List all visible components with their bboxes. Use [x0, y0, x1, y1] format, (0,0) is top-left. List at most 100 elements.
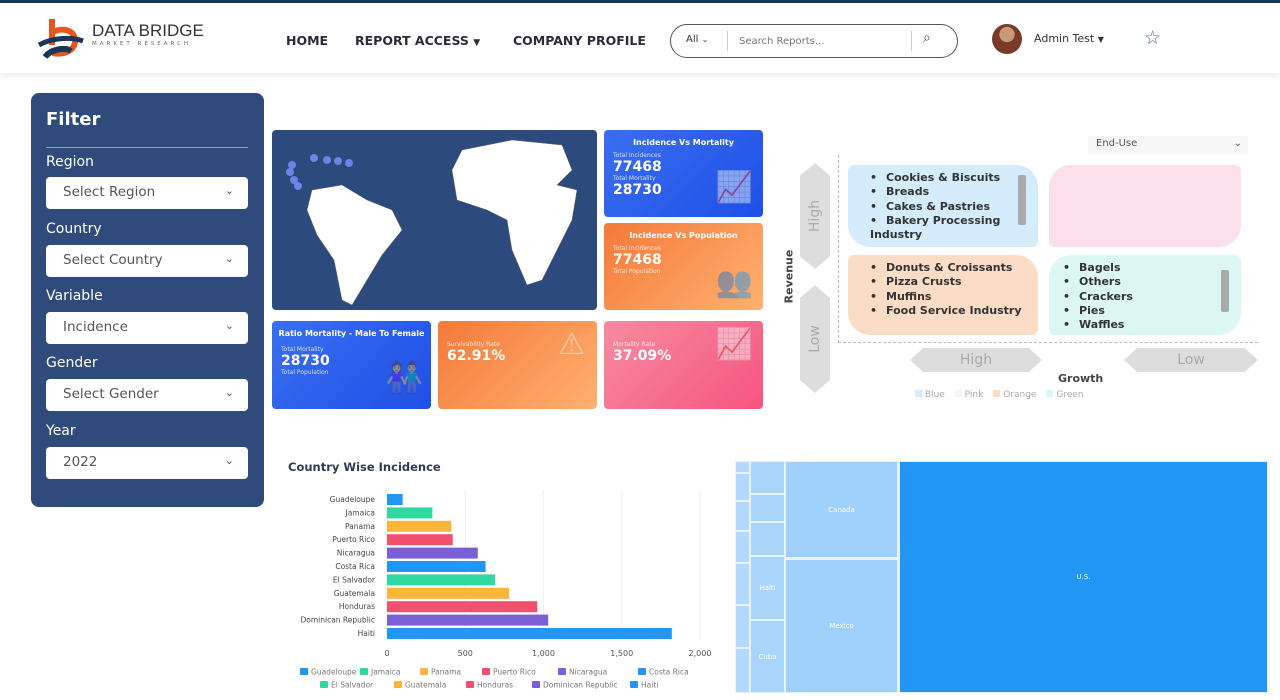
top-border	[0, 0, 1280, 3]
legend-swatch	[638, 668, 646, 675]
bar-haiti[interactable]	[387, 628, 672, 639]
growth-axis-label: Growth	[1058, 372, 1104, 385]
ratio-mortality-card[interactable]: Ratio Mortality - Male To Female Total M…	[272, 321, 431, 409]
variable-select[interactable]: Incidence ⌄	[46, 312, 248, 344]
search-icon[interactable]: ⌕	[923, 30, 931, 46]
legend-label[interactable]: Honduras	[477, 681, 513, 690]
treemap-tile[interactable]	[735, 605, 750, 648]
y-axis	[838, 155, 839, 343]
incidence-vs-population-card[interactable]: Incidence Vs Population Total Incidences…	[604, 223, 763, 310]
treemap-tile[interactable]	[735, 648, 750, 693]
world-map[interactable]	[272, 130, 597, 310]
treemap-tile[interactable]	[750, 461, 785, 494]
nav-home[interactable]: HOME	[286, 33, 329, 48]
bar-nicaragua[interactable]	[387, 547, 478, 559]
chevron-down-icon: ⌄	[1233, 138, 1242, 149]
legend-label[interactable]: Puerto Rico	[493, 668, 536, 677]
nav-report-access-label: REPORT ACCESS	[355, 33, 469, 48]
country-select[interactable]: Select Country ⌄	[46, 245, 248, 277]
variable-label: Variable	[46, 288, 103, 304]
list-item: Waffles	[1063, 318, 1241, 332]
treemap-tile[interactable]	[750, 494, 785, 522]
end-use-dropdown[interactable]: End-Use ⌄	[1088, 136, 1248, 154]
y-tick-label: Haiti	[358, 629, 375, 638]
caret-down-icon: ▼	[473, 38, 481, 48]
legend-label[interactable]: El Salvador	[331, 681, 374, 690]
bar-panama[interactable]	[387, 520, 452, 532]
x-tick-label: 0	[384, 649, 389, 658]
tile-label: Cuba	[758, 652, 777, 661]
treemap-tile[interactable]	[735, 563, 750, 605]
scrollbar[interactable]	[1018, 175, 1026, 225]
list-item: Donuts & Croissants	[870, 261, 1038, 275]
legend-label[interactable]: Haiti	[641, 681, 658, 690]
tile-label: Haiti	[759, 584, 776, 592]
bar-dominican-republic[interactable]	[387, 614, 549, 626]
list-item: Pies	[1063, 304, 1241, 318]
list-item: Food Service Industry	[870, 304, 1038, 318]
legend-swatch	[558, 668, 566, 675]
revenue-low-marker: Low	[800, 285, 830, 393]
legend-label[interactable]: Jamaica	[370, 668, 401, 677]
treemap-tile-cuba[interactable]: Cuba	[750, 620, 785, 693]
bar-costa-rica[interactable]	[387, 561, 486, 572]
treemap-tile[interactable]	[735, 461, 750, 473]
legend-label[interactable]: Costa Rica	[649, 668, 689, 677]
bar-guatemala[interactable]	[387, 587, 510, 599]
divider	[911, 31, 912, 51]
legend-label[interactable]: Dominican Republic	[543, 681, 618, 690]
card-label: Survivability Rate	[447, 341, 500, 348]
list-item: Cookies & Biscuits	[870, 171, 1038, 185]
nav-company-profile[interactable]: COMPANY PROFILE	[513, 33, 646, 48]
legend-label[interactable]: Panama	[431, 668, 461, 677]
tile-label: Mexico	[829, 622, 854, 630]
legend-swatch	[320, 681, 328, 688]
logo-icon[interactable]	[37, 17, 85, 60]
y-tick-label: Guatemala	[334, 589, 375, 598]
y-tick-label: Nicaragua	[337, 549, 375, 558]
low-label: Low	[1177, 352, 1205, 368]
treemap-tile[interactable]	[735, 473, 750, 501]
scrollbar[interactable]	[1221, 270, 1229, 312]
growth-revenue-quadrant: End-Use ⌄ High Low Revenue Cookies & Bisc…	[770, 130, 1270, 410]
region-select[interactable]: Select Region ⌄	[46, 177, 248, 209]
treemap-tile[interactable]	[750, 522, 785, 556]
treemap-tile[interactable]	[735, 501, 750, 531]
header: DATA BRIDGE MARKET RESEARCH HOME REPORT …	[0, 3, 1280, 73]
treemap-tile-haiti[interactable]: Haiti	[750, 556, 785, 620]
bar-guadeloupe[interactable]	[387, 494, 403, 505]
user-menu[interactable]: Admin Test ▼	[1034, 32, 1104, 45]
list-item: Others	[1063, 275, 1241, 289]
avatar[interactable]	[992, 24, 1022, 54]
bar-jamaica[interactable]	[387, 507, 433, 519]
divider	[46, 147, 248, 148]
search-input[interactable]	[739, 31, 899, 51]
treemap-tile-canada[interactable]: Canada	[785, 461, 898, 558]
variable-value: Incidence	[63, 319, 128, 335]
bar-el-salvador[interactable]	[387, 574, 495, 586]
card-label: Mortality Rate	[613, 341, 656, 348]
legend-swatch	[630, 681, 638, 688]
growth-high-marker: High	[910, 348, 1042, 372]
survivability-rate-card[interactable]: Survivability Rate 62.91% ⚠	[438, 321, 597, 409]
card-title: Ratio Mortality - Male To Female	[278, 329, 425, 338]
star-icon[interactable]: ☆	[1144, 27, 1162, 49]
chevron-down-icon: ⌄	[224, 184, 234, 197]
year-select[interactable]: 2022 ⌄	[46, 447, 248, 479]
nav-report-access[interactable]: REPORT ACCESS ▼	[355, 33, 480, 48]
search-scope-dropdown[interactable]: All ⌄	[686, 34, 708, 45]
gender-select[interactable]: Select Gender ⌄	[46, 379, 248, 411]
legend-label[interactable]: Guatemala	[405, 681, 446, 690]
legend-label[interactable]: Guadeloupe	[311, 668, 357, 677]
filter-panel: Filter Region Select Region ⌄ Country Sel…	[31, 93, 264, 507]
treemap-tile[interactable]	[735, 531, 750, 563]
treemap-tile-mexico[interactable]: Mexico	[785, 559, 898, 693]
survivability-rate-value: 62.91%	[447, 348, 506, 364]
incidence-vs-mortality-card[interactable]: Incidence Vs Mortality Total Incidences …	[604, 130, 763, 217]
caret-down-icon: ▼	[1097, 35, 1104, 44]
legend-label[interactable]: Nicaragua	[569, 668, 607, 677]
mortality-rate-card[interactable]: Mortality Rate 37.09% 📈	[604, 321, 763, 409]
bar-honduras[interactable]	[387, 601, 538, 613]
bar-puerto-rico[interactable]	[387, 534, 453, 546]
treemap-tile-us[interactable]: U.S.	[899, 461, 1268, 693]
